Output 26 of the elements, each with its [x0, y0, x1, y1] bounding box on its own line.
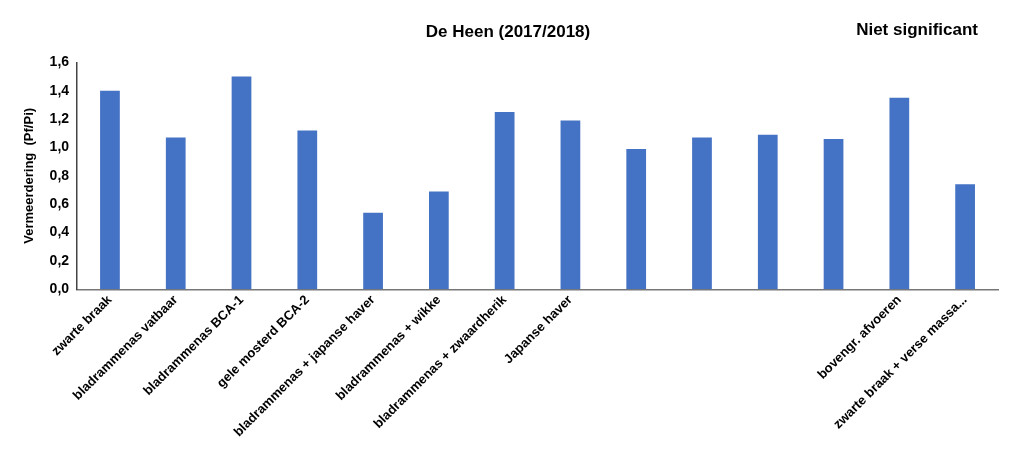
y-tick-label: 0,6 — [49, 195, 70, 212]
y-tick-label: 0,0 — [49, 280, 70, 297]
bar — [363, 212, 383, 290]
bar — [165, 137, 186, 290]
bar — [757, 134, 778, 290]
chart-title: De Heen (2017/2018) — [425, 21, 591, 41]
bar — [692, 137, 712, 290]
bar — [428, 191, 449, 290]
bar — [626, 148, 647, 290]
y-tick-label: 1,4 — [49, 81, 70, 98]
y-axis-title: Vermeerdering (Pf/Pi) — [21, 107, 37, 244]
bar — [955, 184, 975, 290]
bar — [823, 138, 844, 290]
bar — [494, 112, 515, 290]
y-tick-label: 1,6 — [49, 53, 70, 70]
bar — [297, 130, 318, 290]
y-tick-label: 1,0 — [49, 138, 70, 155]
bar — [560, 120, 581, 290]
bar — [100, 90, 120, 290]
bar — [889, 97, 910, 290]
text: Niet significant — [856, 20, 979, 40]
y-tick-label: 0,8 — [49, 166, 70, 183]
bar — [231, 76, 252, 290]
y-tick-label: 1,2 — [49, 109, 70, 126]
y-tick-label: 0,4 — [49, 223, 70, 240]
y-tick-label: 0,2 — [49, 251, 70, 268]
